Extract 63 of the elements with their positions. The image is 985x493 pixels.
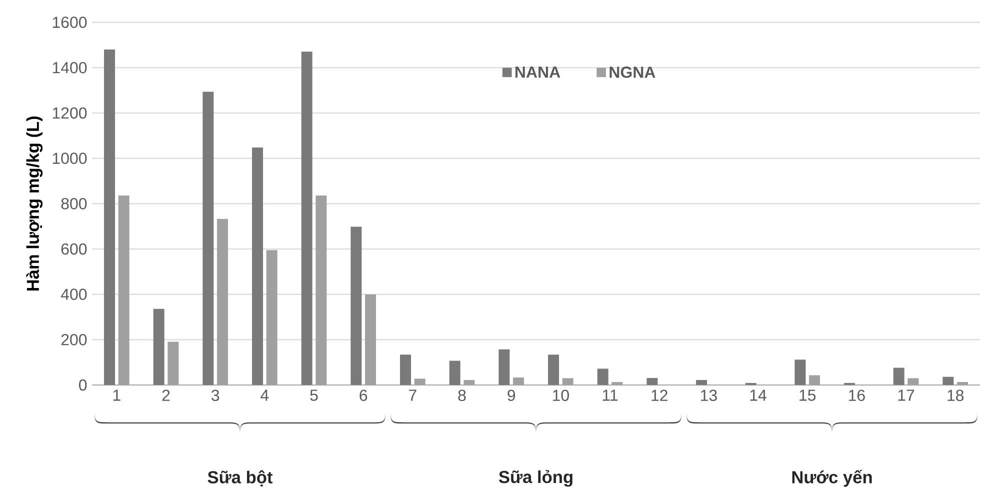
bar: [794, 360, 806, 385]
bar: [252, 147, 264, 385]
y-tick-label: 0: [79, 379, 87, 391]
bar: [104, 50, 116, 385]
bar: [646, 378, 658, 385]
y-tick-label: 200: [61, 334, 87, 346]
bar: [957, 382, 968, 385]
bar: [350, 226, 362, 385]
bar: [612, 382, 623, 385]
bar: [365, 294, 376, 385]
bar: [908, 378, 919, 385]
text: Sữa lỏng: [498, 470, 572, 487]
y-axis-title: Hàm lượng mg/kg (L): [26, 116, 43, 291]
legend-label: NANA: [515, 66, 560, 78]
bar: [301, 52, 312, 385]
x-tick-label: 2: [162, 390, 170, 401]
x-tick-label: 13: [700, 390, 717, 402]
bar: [414, 378, 426, 385]
x-tick-label: 14: [750, 390, 766, 401]
text: Sữa bột: [208, 470, 273, 486]
bar: [562, 378, 574, 385]
x-tick-label: 1: [113, 390, 120, 401]
bar: [400, 354, 412, 385]
x-tick-label: 9: [508, 390, 516, 402]
bar: [498, 349, 510, 385]
bar: [202, 92, 214, 385]
bar: [217, 218, 228, 385]
x-tick-label: 12: [652, 390, 668, 401]
bar: [893, 368, 904, 385]
legend-label: NGNA: [610, 66, 656, 78]
x-tick-label: 3: [211, 390, 220, 402]
bar: [449, 360, 460, 385]
bar: [316, 196, 327, 385]
x-tick-label: 18: [948, 390, 964, 402]
bar: [118, 196, 130, 385]
y-tick-label: 600: [61, 243, 87, 255]
x-tick-label: 7: [409, 390, 416, 401]
x-tick-label: 8: [458, 390, 466, 402]
bar: [809, 375, 820, 385]
bar: [513, 378, 524, 385]
x-tick-label: 6: [360, 390, 368, 402]
bar: [696, 380, 708, 385]
y-tick-label: 800: [61, 198, 87, 210]
x-tick-label: 16: [848, 390, 865, 402]
bar: [266, 250, 278, 385]
y-tick-label: 400: [60, 288, 87, 300]
bar: [942, 376, 954, 385]
y-tick-label: 1200: [52, 107, 87, 119]
y-tick-label: 1000: [52, 152, 87, 164]
x-tick-label: 10: [552, 390, 569, 402]
bar: [153, 308, 164, 385]
x-tick-label: 17: [898, 390, 914, 401]
bar: [548, 354, 560, 385]
x-tick-label: 4: [260, 390, 269, 401]
x-tick-label: 15: [800, 390, 816, 401]
y-tick-label: 1600: [52, 16, 87, 28]
bar: [464, 380, 475, 385]
x-tick-label: 11: [602, 390, 618, 401]
y-tick-label: 1400: [52, 62, 87, 74]
text: Nước yến: [792, 470, 872, 487]
x-tick-label: 5: [310, 390, 318, 401]
bar: [168, 342, 179, 385]
bar: [597, 368, 608, 385]
